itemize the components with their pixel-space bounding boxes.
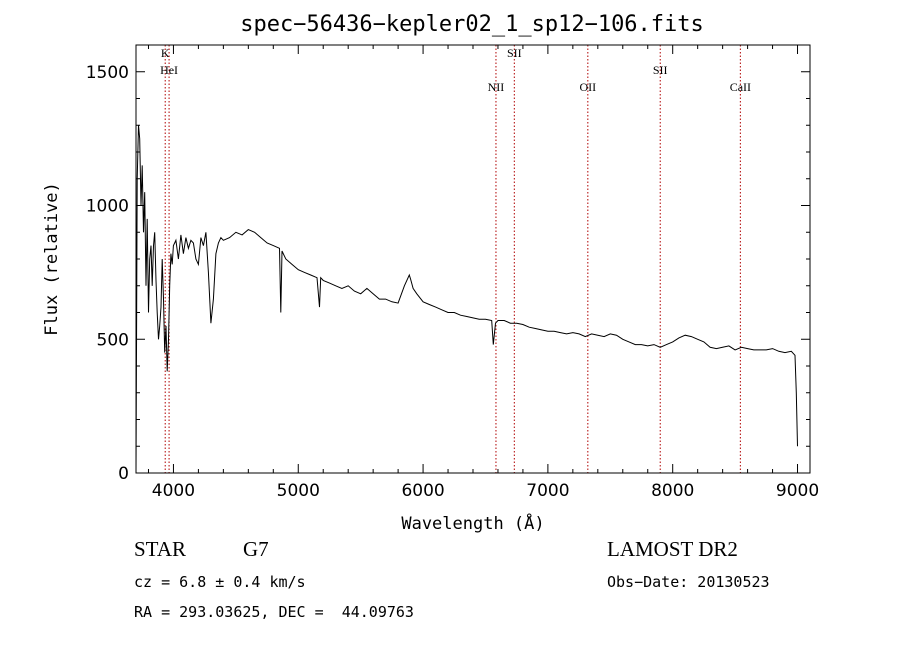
y-tick-label: 0 — [118, 464, 129, 484]
x-tick-label: 5000 — [277, 481, 320, 501]
spectral-class: G7 — [243, 537, 269, 561]
x-tick-label: 9000 — [776, 481, 819, 501]
observation-date: Obs−Date: 20130523 — [607, 573, 770, 591]
line-marker-label: OII — [579, 80, 596, 94]
line-marker-label: SII — [507, 46, 522, 60]
x-tick-label: 7000 — [526, 481, 569, 501]
y-axis: 0 500 1000 1500 — [86, 63, 810, 484]
redshift-value: cz = 6.8 ± 0.4 km/s — [134, 573, 306, 591]
object-type: STAR — [134, 537, 186, 561]
y-tick-label: 1000 — [86, 197, 129, 217]
x-tick-label: 4000 — [152, 481, 195, 501]
y-tick-label: 500 — [97, 330, 129, 350]
plot-frame — [135, 44, 811, 474]
survey-name: LAMOST DR2 — [607, 537, 738, 561]
line-marker-label: SII — [653, 63, 668, 77]
line-marker-label: CaII — [730, 80, 751, 94]
line-marker-label: HeI — [160, 63, 178, 77]
x-axis-label: Wavelength (Å) — [401, 512, 544, 534]
x-tick-label: 6000 — [401, 481, 444, 501]
x-tick-label: 8000 — [651, 481, 694, 501]
y-tick-label: 1500 — [86, 63, 129, 83]
spectrum-series-line — [135, 125, 798, 474]
line-marker-label: K — [161, 46, 170, 60]
y-axis-label: Flux (relative) — [42, 182, 62, 336]
spectrum-layer — [135, 125, 798, 474]
line-markers: K HeI NII SII OII SII CaII — [160, 45, 751, 473]
chart-title: spec−56436−kepler02_1_sp12−106.fits — [240, 12, 704, 37]
x-axis: 4000 5000 6000 7000 8000 9000 — [147, 45, 819, 501]
line-marker-label: NII — [488, 80, 505, 94]
coordinates: RA = 293.03625, DEC = 44.09763 — [134, 603, 414, 621]
